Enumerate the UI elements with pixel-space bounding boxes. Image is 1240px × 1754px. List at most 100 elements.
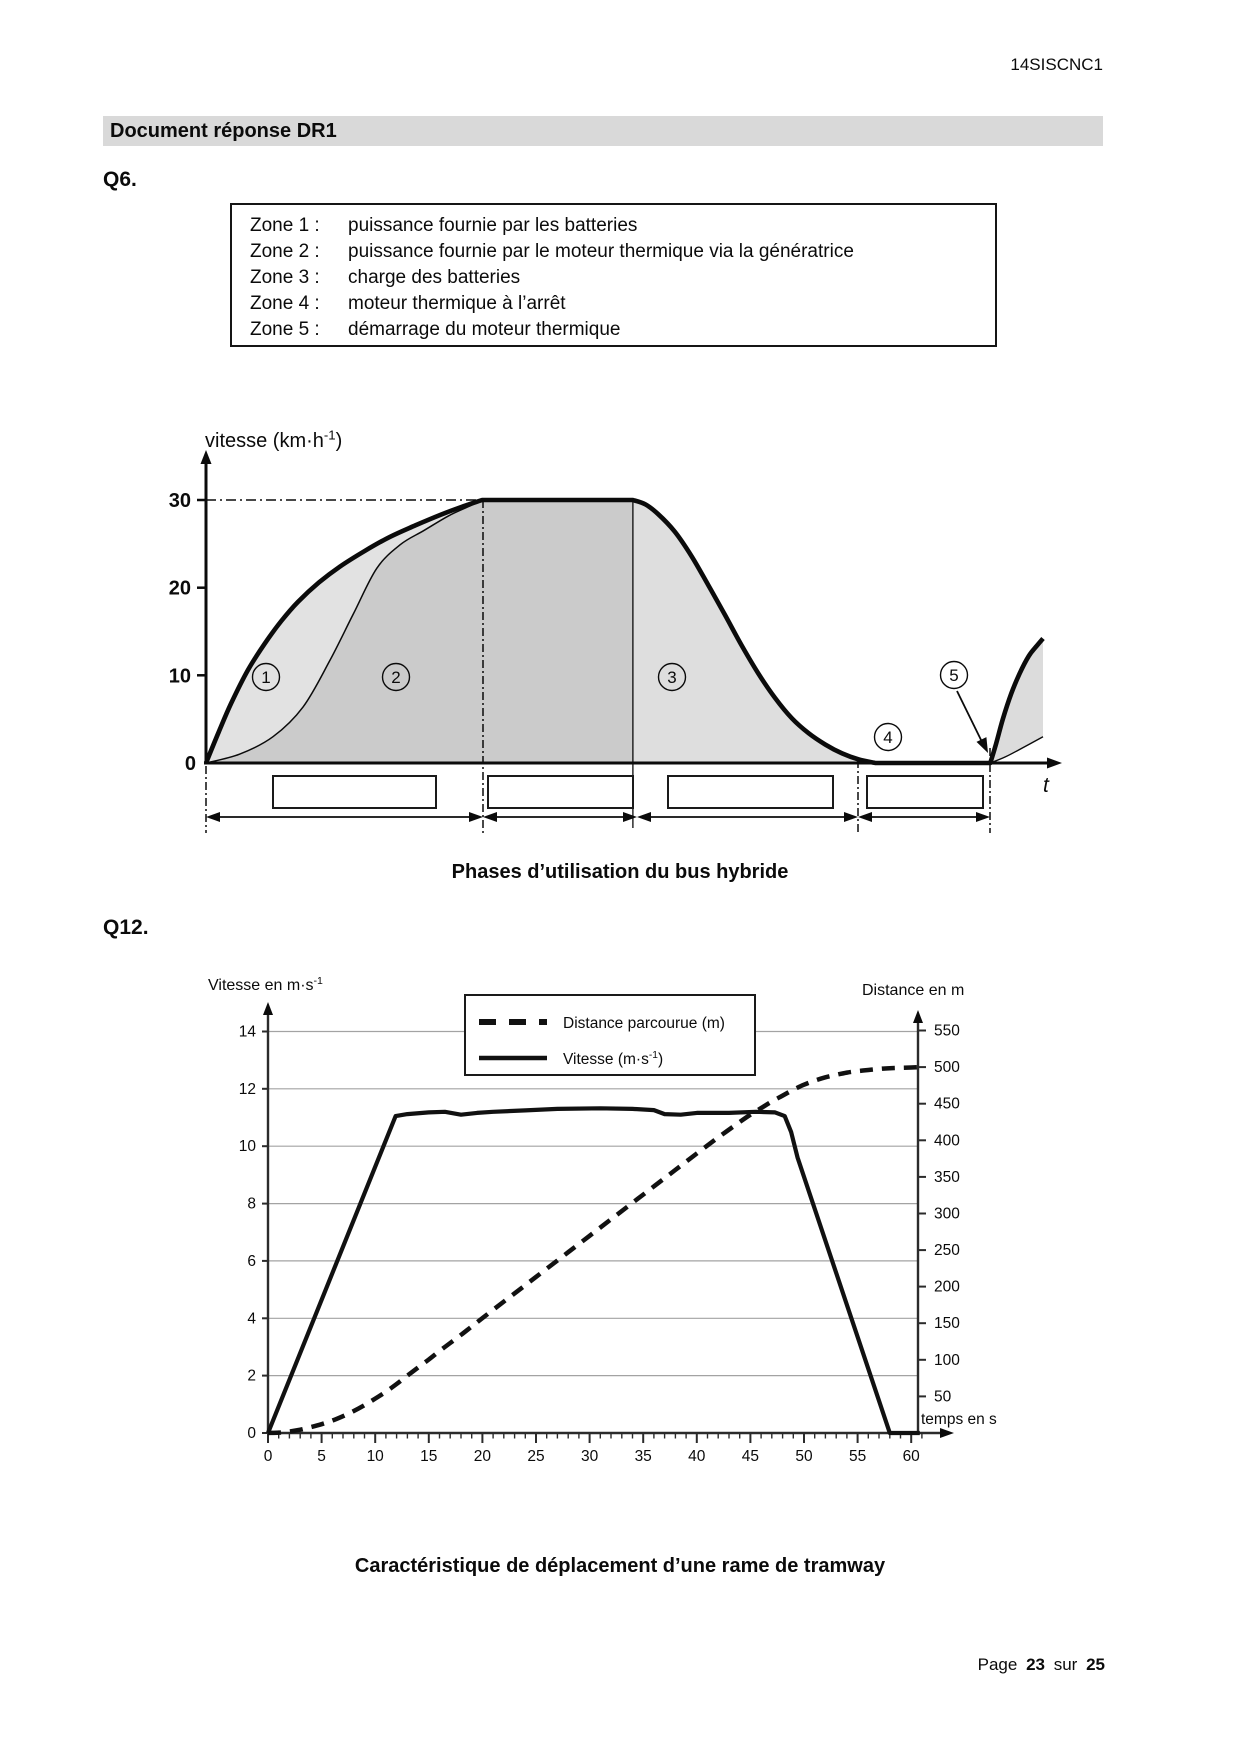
right-tick-label: 300 <box>934 1206 960 1223</box>
legend-box <box>464 994 756 1076</box>
zone-desc: moteur thermique à l’arrêt <box>348 293 566 314</box>
page-footer: Page 23 sur 25 <box>978 1655 1105 1675</box>
x-axis-title: t <box>1043 774 1050 797</box>
y-tick-label: 20 <box>169 578 191 600</box>
x-tick-label: 30 <box>581 1448 599 1465</box>
zone3-area <box>632 500 876 763</box>
left-tick-label: 6 <box>247 1253 256 1270</box>
arrowhead-icon <box>483 812 497 822</box>
zone2-area <box>206 500 633 763</box>
zone-name: Zone 3 : <box>250 267 320 288</box>
zone-marker-number: 1 <box>261 668 270 687</box>
page-number: 23 <box>1026 1655 1045 1674</box>
chart1-caption: Phases d’utilisation du bus hybride <box>451 861 789 883</box>
zone-marker-circle-3 <box>657 662 687 692</box>
right-tick-label: 450 <box>934 1096 960 1113</box>
zone-marker-number: 5 <box>949 666 958 685</box>
x-tick-label: 60 <box>903 1448 921 1465</box>
x-tick-label: 20 <box>474 1448 492 1465</box>
legend-label: Distance parcourue (m) <box>563 1015 725 1032</box>
right-tick-label: 100 <box>934 1352 960 1369</box>
footer-word: Page <box>977 1655 1018 1674</box>
arrowhead-icon <box>844 812 858 822</box>
zone-marker-circle-5 <box>939 660 969 690</box>
q6-label: Q6. <box>103 168 137 191</box>
zone-marker-number: 3 <box>667 668 676 687</box>
page-title: Document réponse DR1 <box>110 120 337 142</box>
zone-row: Zone 4 : moteur thermique à l’arrêt <box>232 291 995 317</box>
right-tick-label: 250 <box>934 1242 960 1259</box>
bus-speed-curve <box>203 497 1045 766</box>
speed-curve <box>266 1106 920 1436</box>
arrowhead-icon <box>623 812 637 822</box>
answer-box-3[interactable] <box>667 775 834 809</box>
right-axis-title: Distance en m <box>862 982 964 999</box>
y-tick-label: 30 <box>169 490 191 512</box>
answer-box-4[interactable] <box>866 775 984 809</box>
q12-label: Q12. <box>103 916 149 939</box>
zone-name: Zone 1 : <box>250 215 320 236</box>
x-tick-label: 10 <box>367 1448 385 1465</box>
x-tick-label: 5 <box>317 1448 326 1465</box>
right-tick-label: 550 <box>934 1023 960 1040</box>
right-tick-label: 50 <box>934 1388 952 1405</box>
chart2-caption: Caractéristique de déplacement d’une ram… <box>354 1555 886 1577</box>
distance-curve <box>267 1064 920 1436</box>
arrowhead-icon <box>206 812 220 822</box>
legend-label: Vitesse (m·s-1) <box>563 1050 663 1068</box>
x-tick-label: 0 <box>264 1448 273 1465</box>
x-tick-label: 50 <box>795 1448 813 1465</box>
zone5-thin-curve <box>990 736 1044 764</box>
zone5-pointer-arrow-icon <box>976 737 988 753</box>
answer-box-1[interactable] <box>272 775 437 809</box>
left-tick-label: 8 <box>247 1196 256 1213</box>
zone-desc: charge des batteries <box>348 267 521 288</box>
right-tick-label: 500 <box>934 1059 960 1076</box>
left-axis-title: Vitesse en m·s-1 <box>208 975 323 994</box>
doc-code: 14SISCNC1 <box>1010 55 1103 74</box>
x-tick-label: 40 <box>688 1448 706 1465</box>
y-axis-arrow-icon <box>200 450 212 464</box>
zone-row: Zone 5 : démarrage du moteur thermique <box>232 317 995 343</box>
zone-desc: puissance fournie par le moteur thermiqu… <box>348 241 854 262</box>
right-axis-arrow-icon <box>913 1010 923 1023</box>
x-axis-title: temps en s <box>921 1411 997 1428</box>
zone-marker-circle-4 <box>873 722 903 752</box>
zone-marker-number: 4 <box>883 728 892 747</box>
zone-row: Zone 3 : charge des batteries <box>232 265 995 291</box>
x-tick-label: 15 <box>420 1448 437 1465</box>
x-tick-label: 55 <box>849 1448 866 1465</box>
header-bar: Document réponse DR1 <box>103 116 1103 146</box>
x-tick-label: 35 <box>635 1448 652 1465</box>
x-axis-arrow-icon <box>1047 757 1062 769</box>
x-tick-label: 45 <box>742 1448 759 1465</box>
footer-word: sur <box>1053 1655 1078 1674</box>
x-tick-label: 25 <box>527 1448 544 1465</box>
zone-marker-circle-1 <box>251 662 281 692</box>
zone-desc: puissance fournie par les batteries <box>348 215 638 236</box>
left-tick-label: 12 <box>239 1081 256 1098</box>
y-tick-label: 0 <box>185 753 196 775</box>
y-tick-label: 10 <box>169 665 191 687</box>
right-tick-label: 150 <box>934 1315 960 1332</box>
zone5-pointer-line <box>956 690 985 747</box>
answer-box-2[interactable] <box>487 775 634 809</box>
right-tick-label: 400 <box>934 1132 960 1149</box>
left-tick-label: 0 <box>247 1425 256 1442</box>
zone5-area <box>990 638 1043 763</box>
zone-marker-circle-2 <box>381 662 411 692</box>
left-tick-label: 2 <box>247 1368 256 1385</box>
page-total: 25 <box>1086 1655 1105 1674</box>
arrowhead-icon <box>469 812 483 822</box>
right-tick-label: 350 <box>934 1169 960 1186</box>
x-axis-arrow-icon <box>940 1428 954 1438</box>
battery-boundary-curve <box>205 499 483 764</box>
zone-name: Zone 5 : <box>250 319 320 340</box>
left-axis-arrow-icon <box>263 1002 273 1015</box>
zone-name: Zone 2 : <box>250 241 320 262</box>
bus-phases-chart: vitesse (km·h-1) t 30 20 10 0 1 2 3 4 5 <box>169 427 1062 833</box>
arrowhead-icon <box>976 812 990 822</box>
zone-legend-box: Zone 1 : puissance fournie par les batte… <box>230 203 997 347</box>
tramway-chart: Vitesse en m·s-1 Distance en m temps en s 0… <box>208 975 997 1465</box>
